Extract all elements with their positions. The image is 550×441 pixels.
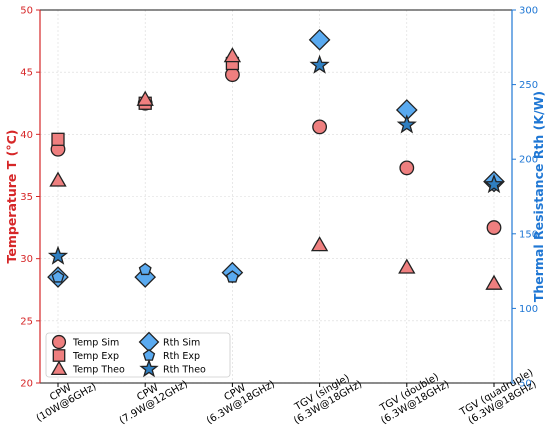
right-tick-label: 100	[519, 304, 538, 315]
series-temp-sim	[50, 67, 502, 235]
right-tick-label: 50	[519, 379, 532, 390]
data-point	[312, 119, 328, 135]
series-rth-sim	[47, 29, 505, 288]
data-point	[223, 47, 242, 63]
left-axis: 20 25 30 35 40 45 50	[20, 6, 41, 390]
data-point	[134, 266, 157, 288]
data-point	[49, 171, 67, 187]
legend-label: Temp Exp	[72, 351, 119, 362]
left-tick-label: 45	[20, 68, 33, 79]
legend-item: Rth Exp	[142, 348, 200, 362]
right-tick-label: 200	[519, 155, 538, 166]
data-point	[485, 274, 503, 290]
series-rth-exp	[51, 262, 239, 283]
right-tick-label: 150	[519, 229, 538, 240]
data-point	[51, 270, 65, 283]
data-point	[310, 236, 329, 252]
x-tick-label: TGV (quadruple)(6.3W@18GHz)	[457, 367, 541, 428]
data-point	[225, 270, 239, 283]
legend: Temp Sim Temp Exp Temp Theo Rth Sim Rth Exp R…	[45, 331, 231, 378]
data-point	[398, 258, 416, 274]
y-axis-right-label: Thermal Resistance Rth (K/W)	[531, 91, 546, 302]
right-tick-label: 300	[519, 6, 538, 17]
data-point	[309, 54, 330, 74]
x-tick-label: CPW(7.9W@12GHz)	[112, 369, 190, 427]
grid-lines	[40, 9, 512, 384]
series-rth-theo	[47, 54, 505, 265]
left-tick-label: 25	[20, 316, 33, 327]
data-point	[399, 160, 415, 176]
data-points	[47, 29, 505, 290]
right-axis: 50 100 150 200 250 300	[511, 6, 538, 390]
legend-label: Rth Sim	[163, 338, 200, 349]
legend-label: Rth Theo	[163, 365, 206, 376]
legend-item: Temp Sim	[51, 334, 119, 350]
left-tick-label: 35	[20, 192, 33, 203]
x-tick-label: CPW(6.3W@18GHz)	[199, 369, 277, 427]
legend-box	[45, 332, 231, 378]
legend-item: Temp Exp	[52, 349, 119, 362]
x-tick-label: TGV (single)(6.3W@18GHz)	[286, 369, 364, 427]
data-point	[483, 173, 505, 194]
data-point	[308, 29, 331, 51]
data-point	[136, 90, 154, 106]
legend-label: Temp Theo	[72, 365, 125, 376]
left-tick-label: 40	[20, 130, 33, 141]
data-point	[51, 132, 65, 146]
legend-marker	[51, 334, 67, 350]
legend-label: Rth Exp	[163, 351, 200, 362]
x-tick-label: TGV (double)(6.3W@18GHz)	[374, 369, 452, 427]
left-tick-label: 20	[20, 379, 33, 390]
data-point	[138, 262, 152, 276]
series-temp-theo	[49, 47, 503, 290]
legend-label: Temp Sim	[72, 338, 119, 349]
legend-marker	[50, 360, 68, 376]
legend-item: Temp Theo	[50, 360, 125, 376]
left-tick-label: 30	[20, 254, 33, 265]
data-point	[396, 114, 417, 134]
legend-item: Rth Theo	[139, 358, 206, 378]
y-axis-left-label: Temperature T (°C)	[4, 130, 19, 264]
data-point	[486, 220, 502, 235]
legend-marker	[139, 358, 159, 378]
right-tick-label: 250	[519, 80, 538, 91]
data-point	[47, 245, 69, 265]
left-tick-label: 50	[20, 6, 33, 17]
legend-marker	[52, 349, 66, 362]
x-tick-label: CPW(10W@6GHz)	[29, 371, 99, 424]
